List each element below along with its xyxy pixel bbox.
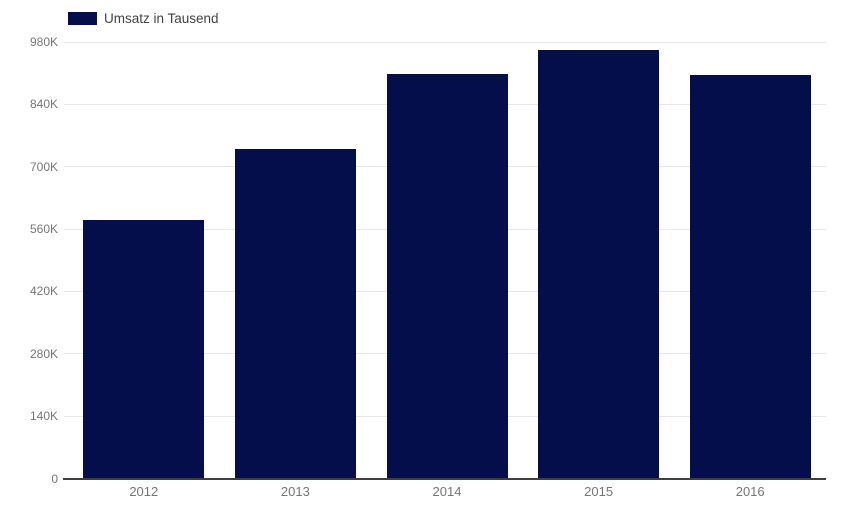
gridline bbox=[64, 41, 826, 43]
x-axis-label: 2013 bbox=[280, 484, 310, 499]
y-axis-tick-label: 0 bbox=[51, 471, 58, 486]
y-axis-tick-label: 700K bbox=[29, 159, 58, 174]
legend-color-swatch-icon bbox=[68, 12, 97, 25]
y-axis-tick-label: 140K bbox=[29, 409, 58, 424]
y-axis-tick-label: 560K bbox=[29, 222, 58, 237]
bar-2014[interactable] bbox=[386, 74, 508, 479]
x-axis-label: 2014 bbox=[432, 484, 462, 499]
y-axis-tick-label: 280K bbox=[29, 346, 58, 361]
bar-2012[interactable] bbox=[83, 220, 205, 479]
x-axis-label: 2016 bbox=[735, 484, 765, 499]
bar-2013[interactable] bbox=[234, 148, 356, 479]
bar-2016[interactable] bbox=[689, 75, 811, 479]
chart-legend: Umsatz in Tausend bbox=[68, 11, 219, 26]
y-axis-tick-label: 420K bbox=[29, 284, 58, 299]
legend-label: Umsatz in Tausend bbox=[104, 11, 219, 26]
x-axis-label: 2015 bbox=[584, 484, 614, 499]
y-axis-tick-label: 980K bbox=[29, 35, 58, 49]
bar-2015[interactable] bbox=[538, 49, 660, 479]
x-axis-line bbox=[63, 478, 826, 480]
y-axis-tick-label: 840K bbox=[29, 97, 58, 112]
x-axis-label: 2012 bbox=[129, 484, 159, 499]
